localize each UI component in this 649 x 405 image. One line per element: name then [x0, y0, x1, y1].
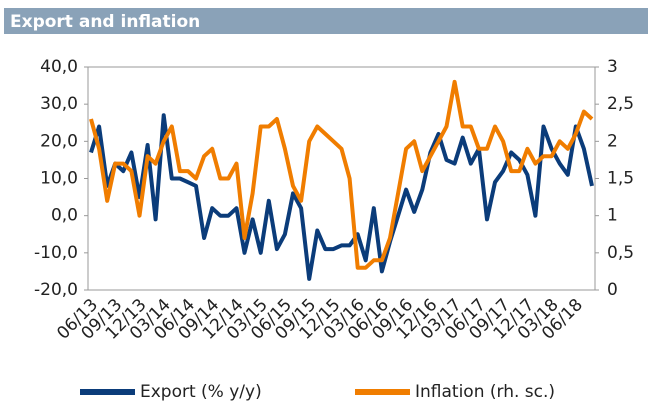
- chart-title: Export and inflation: [10, 12, 200, 32]
- y2-tick-label: 1,5: [607, 169, 634, 189]
- y2-tick-label: 2: [607, 131, 618, 151]
- y-tick-label: 10,0: [40, 169, 78, 189]
- legend-label: Export (% y/y): [140, 382, 262, 402]
- y-tick-label: -20,0: [34, 280, 78, 300]
- plot-frame: [87, 66, 596, 291]
- y2-tick-label: 1: [607, 206, 618, 226]
- series-line: [89, 79, 594, 270]
- y2-tick-label: 3: [607, 57, 618, 77]
- y-tick-label: 20,0: [40, 131, 78, 151]
- y2-tick-label: 0,5: [607, 243, 634, 263]
- y-tick-label: -10,0: [34, 243, 78, 263]
- y2-tick-label: 0: [607, 280, 618, 300]
- title-bar: [4, 8, 648, 34]
- legend-label: Inflation (rh. sc.): [415, 382, 555, 402]
- y-tick-label: 0,0: [51, 206, 78, 226]
- y2-tick-label: 2,5: [607, 94, 634, 114]
- y-tick-label: 30,0: [40, 94, 78, 114]
- y-tick-label: 40,0: [40, 57, 78, 77]
